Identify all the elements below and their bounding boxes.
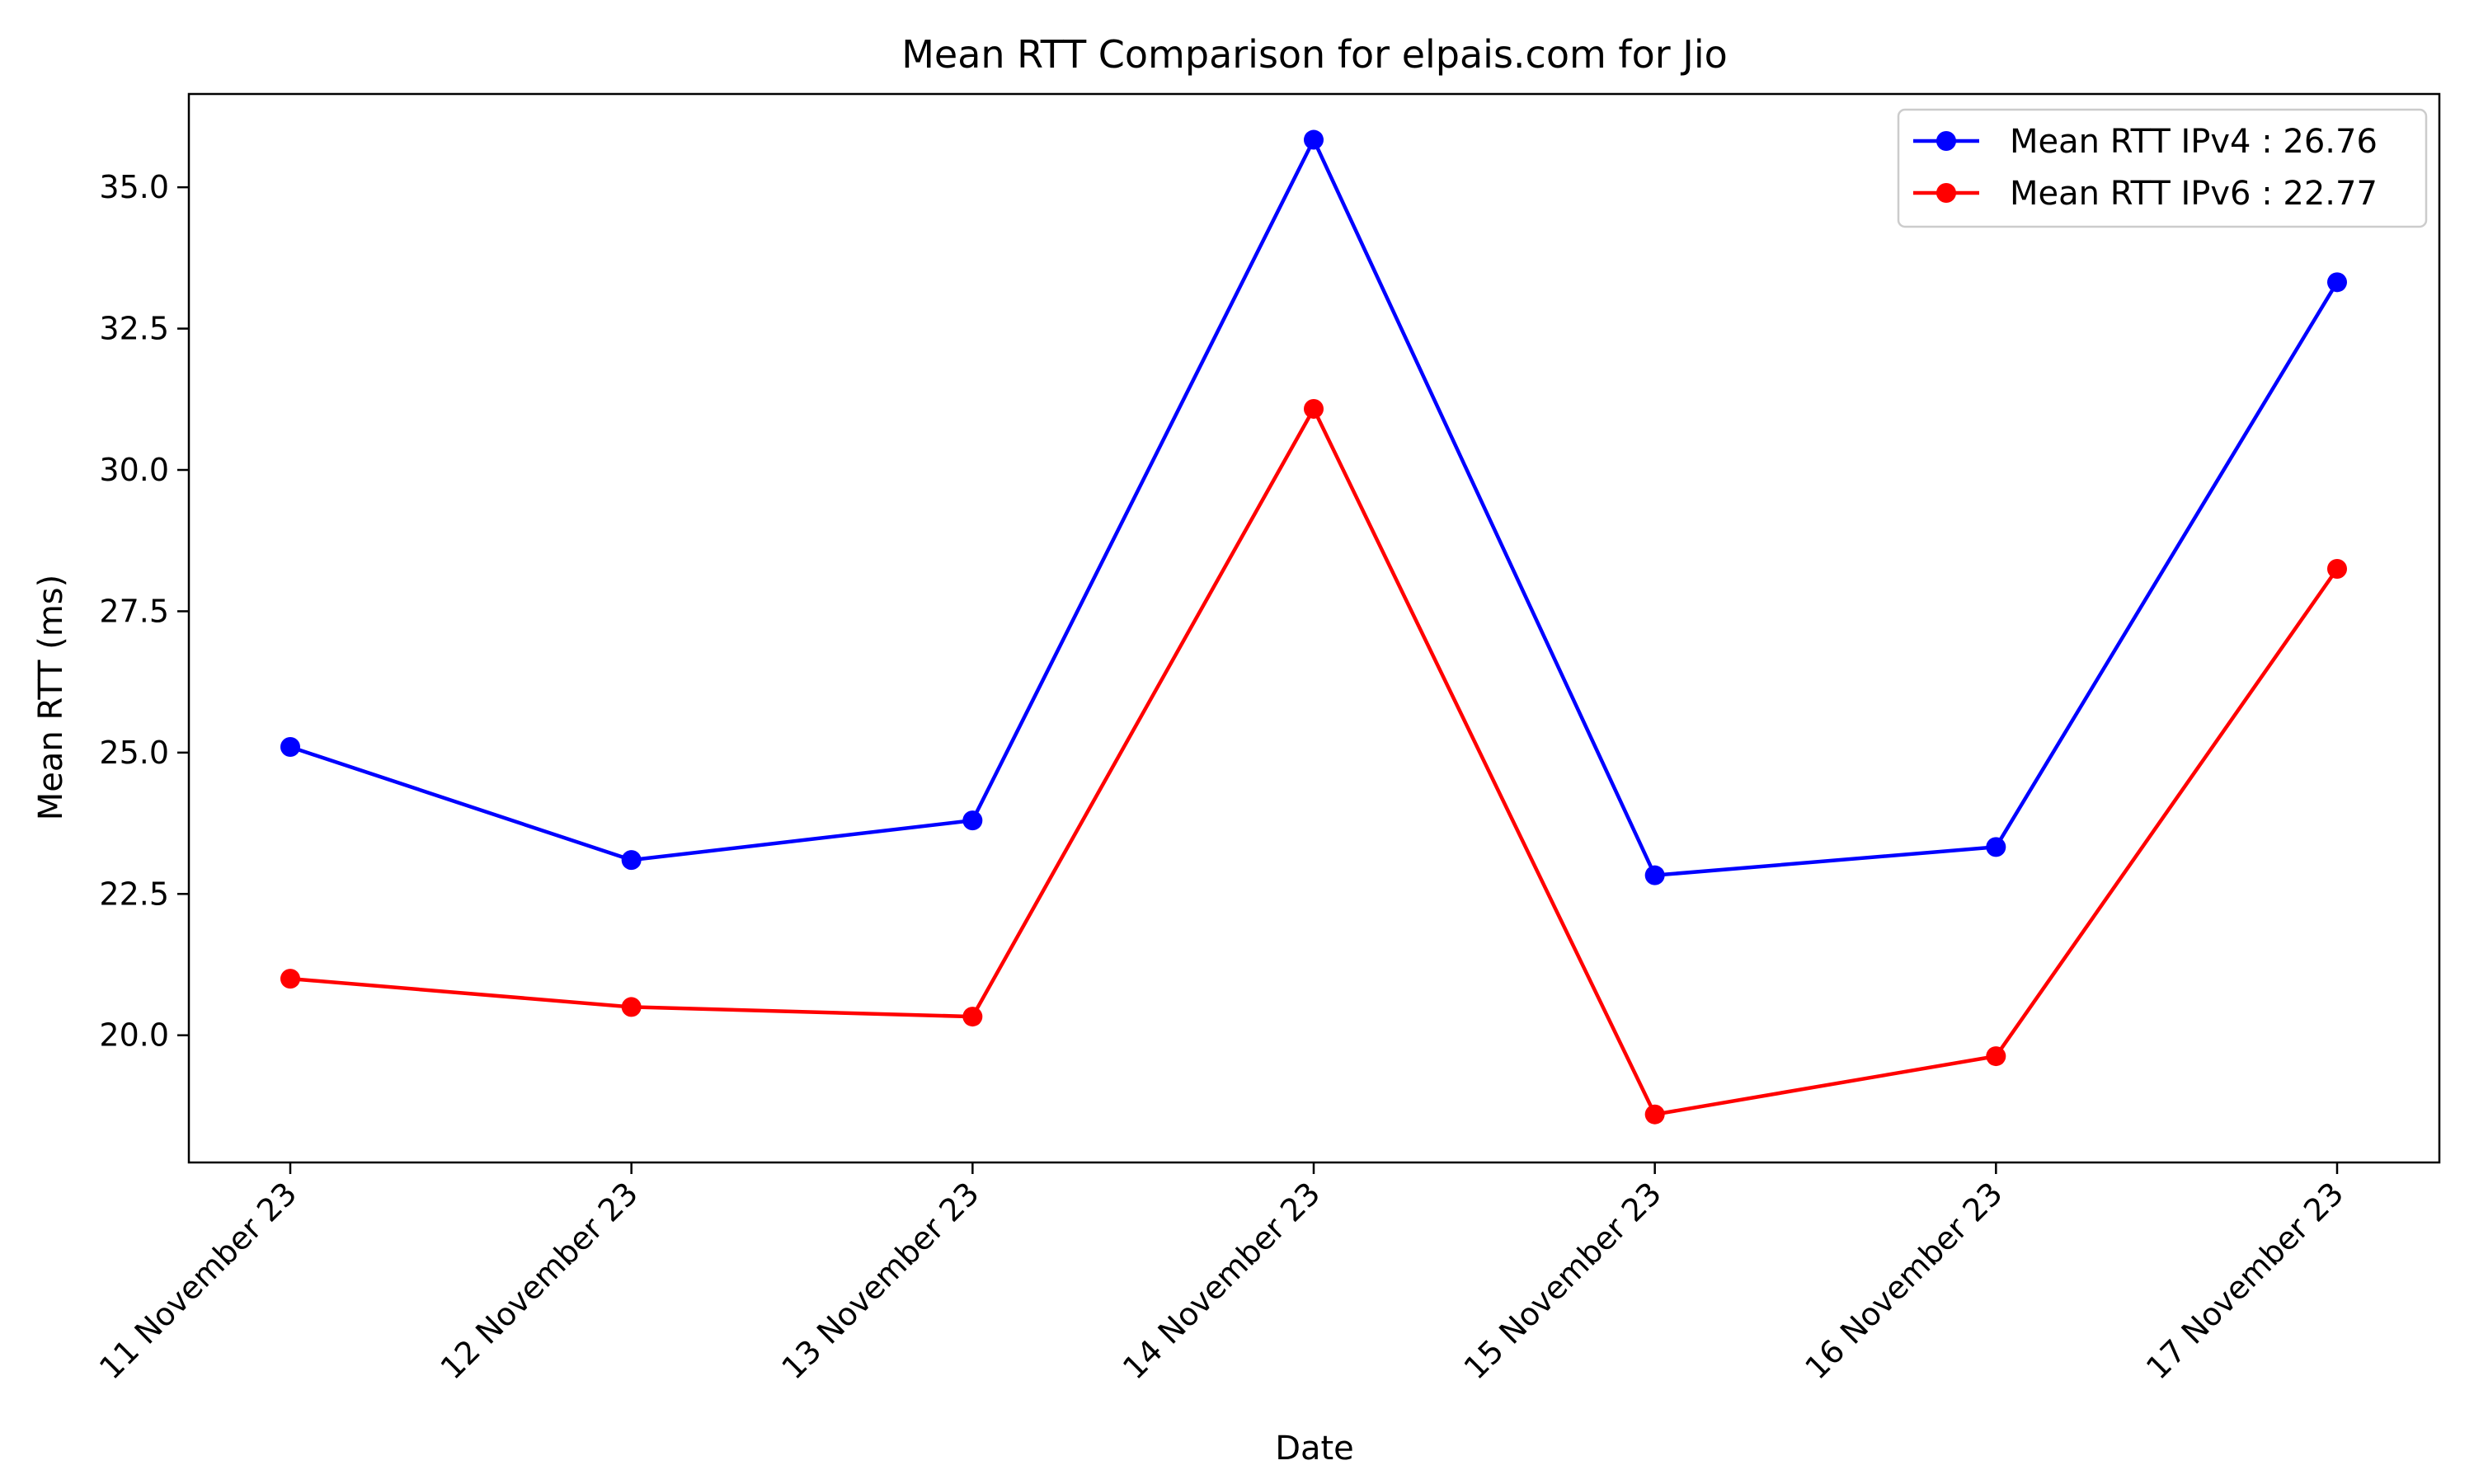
series-line-ipv6: [289, 406, 2339, 1116]
x-tick-label: 12 November 23: [434, 1175, 645, 1386]
y-tick-label: 22.5: [99, 876, 169, 912]
plot-area: [187, 92, 2441, 1164]
data-point: [1986, 837, 2006, 857]
y-tick-label: 35.0: [99, 169, 169, 205]
x-axis-label: Date: [1275, 1430, 1354, 1468]
x-tick-label: 11 November 23: [92, 1175, 303, 1386]
x-axis: 11 November 23 12 November 23 13 November …: [92, 1162, 2350, 1387]
data-point: [621, 997, 642, 1017]
x-tick-label: 16 November 23: [1798, 1175, 2009, 1386]
series-layer: [280, 129, 2347, 1125]
data-point: [962, 810, 983, 831]
y-tick-label: 20.0: [99, 1017, 169, 1054]
y-tick-label: 27.5: [99, 593, 169, 629]
legend-marker: [1936, 131, 1956, 151]
x-tick-label: 14 November 23: [1116, 1175, 1327, 1386]
legend-marker: [1936, 183, 1956, 203]
chart-title: Mean RTT Comparison for elpais.com for J…: [901, 32, 1728, 77]
x-tick-label: 17 November 23: [2139, 1175, 2350, 1386]
y-tick-label: 25.0: [99, 735, 169, 771]
legend: Mean RTT IPv4 : 26.76 Mean RTT IPv6 : 22.…: [1897, 108, 2428, 228]
x-tick-label: 13 November 23: [774, 1175, 985, 1386]
data-point: [2327, 272, 2347, 293]
data-point: [280, 969, 300, 989]
data-point: [1304, 129, 1324, 150]
legend-box: [1897, 108, 2428, 228]
data-point: [280, 737, 300, 757]
data-point: [2327, 559, 2347, 579]
legend-label: Mean RTT IPv4 : 26.76: [2010, 123, 2378, 161]
data-point: [962, 1007, 983, 1027]
plot-frame: [187, 92, 2441, 1164]
data-point: [1644, 865, 1665, 885]
data-point: [621, 850, 642, 871]
x-tick-label: 15 November 23: [1457, 1175, 1668, 1386]
series-line-ipv4: [289, 138, 2339, 877]
data-point: [1304, 398, 1324, 419]
y-tick-label: 30.0: [99, 452, 169, 488]
data-point: [1644, 1104, 1665, 1125]
y-axis-label: Mean RTT (ms): [32, 575, 70, 820]
legend-label: Mean RTT IPv6 : 22.77: [2010, 175, 2378, 213]
y-axis: 20.0 22.5 25.0 27.5 30.0 32.5 35.0: [99, 169, 189, 1054]
data-point: [1986, 1046, 2006, 1067]
y-tick-label: 32.5: [99, 311, 169, 347]
